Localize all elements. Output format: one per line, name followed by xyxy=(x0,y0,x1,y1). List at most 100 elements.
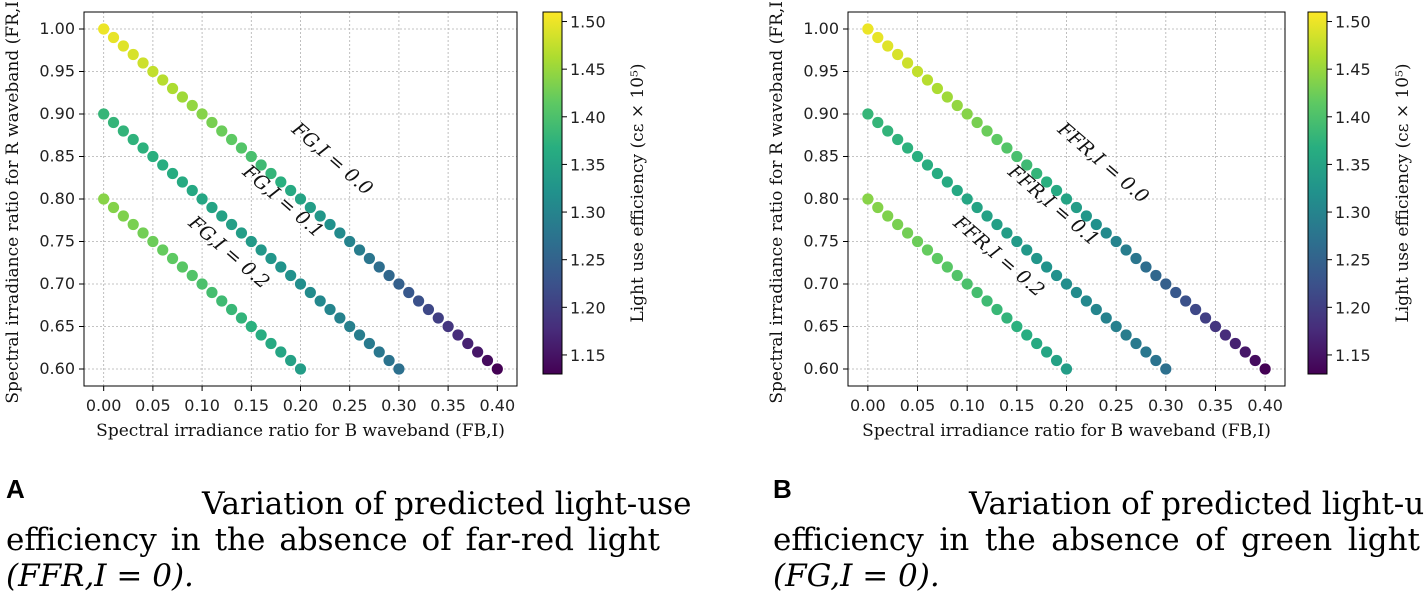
panel-a-series-1-point xyxy=(117,125,129,137)
panel-a-series-1-point xyxy=(176,176,189,188)
panel-a-series-2-point xyxy=(127,218,139,231)
panel-b-series-1-point xyxy=(1080,295,1092,307)
panel-a-xtick-label: 0.30 xyxy=(381,396,417,415)
panel-a-series-0-point xyxy=(452,329,464,341)
panel-b-series-1-point xyxy=(892,133,904,146)
panel-b-series-1-point xyxy=(1090,303,1102,316)
panel-b-series-0-point xyxy=(862,23,874,35)
panel-b-xlabel: Spectral irradiance ratio for B waveband… xyxy=(862,421,1271,441)
panel-b-series-2-point xyxy=(892,218,904,231)
panel-a-ytick-label: 0.75 xyxy=(39,232,75,251)
panel-b-series-2-point xyxy=(961,278,973,290)
panel-a-series-2-point xyxy=(206,286,218,299)
panel-a-series-2-point xyxy=(98,193,110,205)
panel-b-series-0-point xyxy=(1031,167,1043,180)
panel-b-series-0-point xyxy=(1140,261,1152,273)
panel-a-series-2-point xyxy=(107,201,120,214)
panel-b-series-1-point xyxy=(1160,363,1172,375)
panel-b-colorbar-label: Light use efficiency (cε × 10⁵) xyxy=(1393,63,1413,322)
panel-a-colorbar-tick-label: 1.50 xyxy=(570,13,606,32)
panel-a-series-0-point xyxy=(176,91,189,103)
panel-a-xtick-label: 0.05 xyxy=(135,396,171,415)
panel-b-series-1-point xyxy=(882,125,894,137)
panel-b-series-1-point xyxy=(1140,346,1152,358)
panel-b-series-0-point xyxy=(1011,150,1023,163)
panel-b-colorbar-tick-label: 1.40 xyxy=(1335,108,1371,127)
panel-b-series-2-point xyxy=(931,252,943,265)
panel-b-ytick-label: 0.60 xyxy=(803,359,839,378)
panel-b-series-1-point xyxy=(931,167,943,180)
panel-a-series-1-point xyxy=(235,227,248,239)
panel-a-series-1-point xyxy=(107,116,120,129)
panel-b-series-0-point xyxy=(1130,252,1142,265)
panel-a-xlabel: Spectral irradiance ratio for B waveband… xyxy=(96,421,505,441)
panel-b-series-2-point xyxy=(862,193,874,205)
panel-a-series-0-point xyxy=(334,227,346,239)
panel-a-series-0-point xyxy=(304,201,316,214)
caption-b-line2: efficiency in the absence of green light xyxy=(773,522,1420,558)
panel-b-series-0-point xyxy=(1080,210,1092,222)
panel-a-series-1-point xyxy=(186,184,198,197)
panel-b-xtick-label: 0.30 xyxy=(1148,396,1184,415)
figure: 0.00 0.05 0.10 0.15 0.20 0.25 0.30 0.35 0.40 0.60… xyxy=(3,0,1413,441)
panel-b-series-0-point xyxy=(1150,269,1162,282)
panel-a-series-0-point xyxy=(462,337,474,350)
panel-a-ytick-label: 0.60 xyxy=(39,359,75,378)
panel-b-series-0-point xyxy=(872,31,884,44)
panel-b-series-0-point xyxy=(1219,329,1232,341)
panel-a-series-1-point xyxy=(206,201,218,214)
panel-b-colorbar-tick-label: 1.15 xyxy=(1335,346,1371,365)
panel-b-series-0-point xyxy=(911,65,924,78)
panel-b-series-0-point xyxy=(991,133,1003,146)
panel-b-series-0-point xyxy=(1110,235,1122,248)
panel-b-series-1-point xyxy=(872,116,884,129)
panel-b-series-1-point xyxy=(1100,312,1112,324)
panel-a-series-0-point xyxy=(353,244,366,256)
panel-a-series-1-point xyxy=(196,193,208,205)
panel-a-series-2-point xyxy=(226,303,238,316)
panel-b-series-2-point xyxy=(1031,337,1043,350)
panel-a-series-1-point xyxy=(383,354,395,367)
panel-a-series-0-point xyxy=(206,116,218,129)
panel-a-series-0-point xyxy=(491,363,503,375)
panel-b-series-1-point xyxy=(1031,252,1043,265)
panel-a-series-2-point xyxy=(176,261,189,273)
panel-a-series-0-point xyxy=(432,312,444,324)
panel-a-series-0-point xyxy=(186,99,198,112)
panel-b-xtick-label: 0.40 xyxy=(1247,396,1283,415)
panel-b-axes-frame xyxy=(847,11,1286,387)
panel-b-series-2-point xyxy=(1011,320,1023,333)
panel-b-series-1-point xyxy=(991,218,1003,231)
caption-a-letter: A xyxy=(6,474,25,504)
panel-b-series-2-point xyxy=(1041,346,1053,358)
panel-b-series-2-point xyxy=(882,210,894,222)
panel-a-series-1-point xyxy=(373,346,385,358)
panel-a-series-1-point xyxy=(285,269,297,282)
panel-a-series-2-point xyxy=(265,337,277,350)
panel-b-series-2-point xyxy=(1001,312,1013,324)
panel-a-series-0-point xyxy=(403,286,415,299)
panel-b-ytick-label: 0.90 xyxy=(803,104,839,123)
panel-a-series-1-point xyxy=(98,108,110,120)
panel-b-xtick-label: 0.20 xyxy=(1049,396,1085,415)
panel-b-series-0-point xyxy=(961,108,973,120)
panel-a-series-2-point xyxy=(166,252,179,265)
panel-a-series-1-point xyxy=(324,303,336,316)
panel-a-colorbar-label: Light use efficiency (cε × 10⁵) xyxy=(628,63,648,322)
panel-a-xtick-label: 0.00 xyxy=(86,396,122,415)
panel-b-series-2-point xyxy=(951,269,963,282)
panel-a-series-1-point xyxy=(137,142,149,154)
panel-a-series-0-point xyxy=(117,40,129,52)
panel-b-series-1-point xyxy=(1150,354,1162,367)
panel-a-xtick-label: 0.35 xyxy=(430,396,466,415)
panel-b-xtick-label: 0.00 xyxy=(850,396,886,415)
panel-a-series-0-point xyxy=(324,218,336,231)
panel-b-ytick-label: 0.75 xyxy=(803,232,839,251)
panel-a-series-2-point xyxy=(255,329,267,341)
panel-a-series-2-point xyxy=(216,295,228,307)
panel-a-ytick-label: 0.90 xyxy=(39,104,75,123)
panel-b-series-1-point xyxy=(1001,227,1013,239)
panel-a-series-2-point xyxy=(137,227,149,239)
panel-a-series-1-point xyxy=(157,159,169,171)
panel-b-ylabel: Spectral irradiance ratio for R waveband… xyxy=(767,0,787,404)
